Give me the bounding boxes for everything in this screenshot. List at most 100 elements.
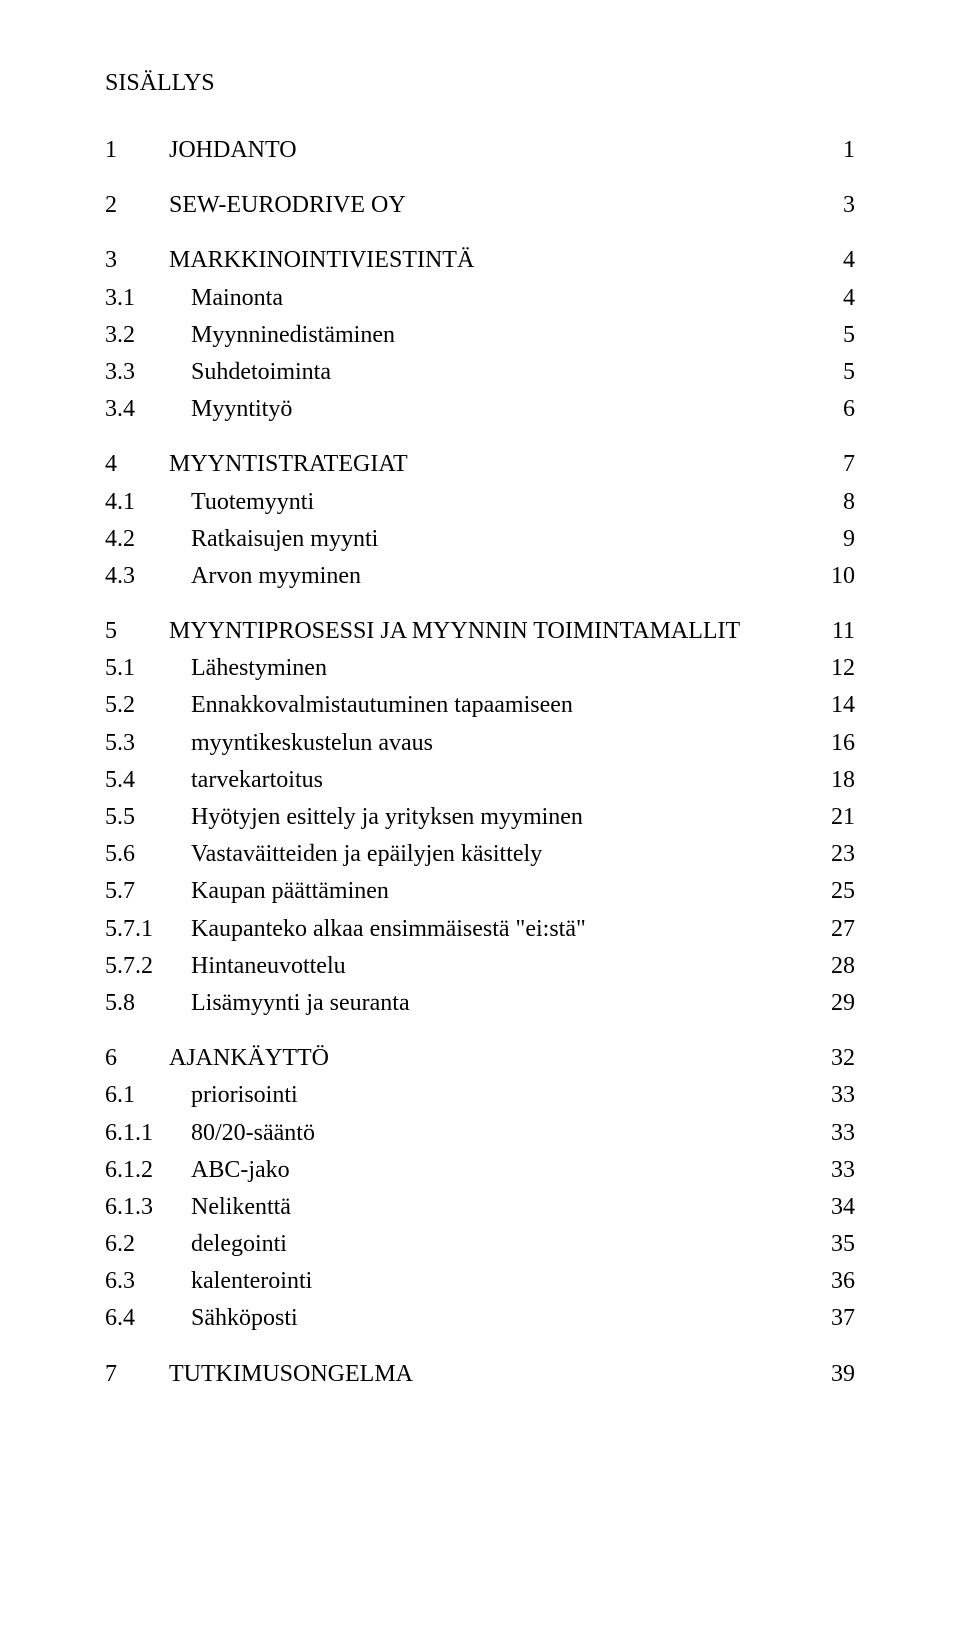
toc-entry: 5.5Hyötyjen esittely ja yrityksen myymin…: [105, 802, 855, 833]
toc-entry-number: 5.1: [105, 653, 191, 684]
toc-entry-page: 33: [815, 1118, 855, 1149]
toc-entry-label: Mainonta: [191, 283, 815, 314]
toc-entry-number: 5.7.2: [105, 951, 191, 982]
toc-entry: 3MARKKINOINTIVIESTINTÄ4: [105, 245, 855, 276]
toc-entry-number: 5.2: [105, 690, 191, 721]
toc-entry-label: Sähköposti: [191, 1303, 815, 1334]
toc-title: SISÄLLYS: [105, 70, 855, 97]
toc-entry-number: 6.2: [105, 1229, 191, 1260]
toc-entry-number: 4.3: [105, 561, 191, 592]
toc-entry-number: 6.1.1: [105, 1118, 191, 1149]
toc-entry: 5.8Lisämyynti ja seuranta29: [105, 988, 855, 1019]
toc-entry-page: 4: [815, 283, 855, 314]
toc-entry: 2SEW-EURODRIVE OY3: [105, 190, 855, 221]
toc-entry: 5.7.2Hintaneuvottelu28: [105, 951, 855, 982]
toc-entry-label: 80/20-sääntö: [191, 1118, 815, 1149]
toc-entry-label: MYYNTISTRATEGIAT: [169, 449, 815, 480]
toc-entry: 3.1Mainonta4: [105, 283, 855, 314]
toc-entry-page: 32: [815, 1043, 855, 1074]
toc-entry-label: SEW-EURODRIVE OY: [169, 190, 815, 221]
toc-entry: 6.1.180/20-sääntö33: [105, 1118, 855, 1149]
toc-entry-label: Arvon myyminen: [191, 561, 815, 592]
toc-entry-label: Ratkaisujen myynti: [191, 524, 815, 555]
toc-entry-label: Lähestyminen: [191, 653, 815, 684]
toc-entry-page: 3: [815, 190, 855, 221]
toc-entry-number: 5.8: [105, 988, 191, 1019]
toc-entry-label: Ennakkovalmistautuminen tapaamiseen: [191, 690, 815, 721]
toc-entry-number: 3.4: [105, 394, 191, 425]
toc-entry-page: 4: [815, 245, 855, 276]
toc-entry-label: Nelikenttä: [191, 1192, 815, 1223]
toc-entry-number: 6.1.2: [105, 1155, 191, 1186]
toc-entry-label: Kaupan päättäminen: [191, 876, 815, 907]
toc-entry-page: 12: [815, 653, 855, 684]
toc-entry-number: 6.1.3: [105, 1192, 191, 1223]
toc-entry-page: 9: [815, 524, 855, 555]
toc-entry: 5.3myyntikeskustelun avaus16: [105, 728, 855, 759]
toc-entry-page: 7: [815, 449, 855, 480]
toc-entry-label: ABC-jako: [191, 1155, 815, 1186]
toc-entry-page: 23: [815, 839, 855, 870]
toc-entry-page: 33: [815, 1080, 855, 1111]
toc-entry-label: TUTKIMUSONGELMA: [169, 1359, 815, 1390]
toc-entry: 6.1.3Nelikenttä34: [105, 1192, 855, 1223]
toc-entry: 6.3kalenterointi36: [105, 1266, 855, 1297]
page: SISÄLLYS 1JOHDANTO12SEW-EURODRIVE OY33MA…: [0, 0, 960, 1625]
toc-entry-number: 2: [105, 190, 169, 221]
toc-entry: 6.4Sähköposti37: [105, 1303, 855, 1334]
toc-entry-number: 3: [105, 245, 169, 276]
toc-entry: 1JOHDANTO1: [105, 135, 855, 166]
toc-entry-label: tarvekartoitus: [191, 765, 815, 796]
toc-entry-label: priorisointi: [191, 1080, 815, 1111]
toc-entry-number: 5.4: [105, 765, 191, 796]
toc-entry: 5.7Kaupan päättäminen25: [105, 876, 855, 907]
toc-entry-number: 3.2: [105, 320, 191, 351]
toc-entry: 6.1priorisointi33: [105, 1080, 855, 1111]
toc-entry: 5MYYNTIPROSESSI JA MYYNNIN TOIMINTAMALLI…: [105, 616, 855, 647]
toc-entry-label: Lisämyynti ja seuranta: [191, 988, 815, 1019]
toc-entry-page: 6: [815, 394, 855, 425]
toc-entry-number: 6: [105, 1043, 169, 1074]
toc-entry-label: kalenterointi: [191, 1266, 815, 1297]
toc-entry-label: Myyntityö: [191, 394, 815, 425]
toc-entry-label: Tuotemyynti: [191, 487, 815, 518]
toc-entry: 5.1Lähestyminen12: [105, 653, 855, 684]
toc-entry-label: Kaupanteko alkaa ensimmäisestä "ei:stä": [191, 914, 815, 945]
toc-entry-page: 1: [815, 135, 855, 166]
toc-entry-number: 6.3: [105, 1266, 191, 1297]
toc-entry-number: 1: [105, 135, 169, 166]
toc-entry: 6.1.2ABC-jako33: [105, 1155, 855, 1186]
toc-entry: 3.3Suhdetoiminta5: [105, 357, 855, 388]
toc-entry: 4.3Arvon myyminen10: [105, 561, 855, 592]
toc-entry-page: 11: [815, 616, 855, 647]
toc-entry-number: 4.1: [105, 487, 191, 518]
table-of-contents: 1JOHDANTO12SEW-EURODRIVE OY33MARKKINOINT…: [105, 135, 855, 1390]
toc-entry-page: 29: [815, 988, 855, 1019]
toc-entry-page: 18: [815, 765, 855, 796]
toc-entry-page: 10: [815, 561, 855, 592]
toc-entry: 4MYYNTISTRATEGIAT7: [105, 449, 855, 480]
toc-entry-page: 25: [815, 876, 855, 907]
toc-entry: 5.7.1Kaupanteko alkaa ensimmäisestä "ei:…: [105, 914, 855, 945]
toc-entry-number: 5.5: [105, 802, 191, 833]
toc-entry-number: 6.4: [105, 1303, 191, 1334]
toc-entry-page: 36: [815, 1266, 855, 1297]
toc-entry-label: Hyötyjen esittely ja yrityksen myyminen: [191, 802, 815, 833]
toc-entry-page: 16: [815, 728, 855, 759]
toc-entry-number: 5: [105, 616, 169, 647]
toc-entry-label: AJANKÄYTTÖ: [169, 1043, 815, 1074]
toc-entry-label: Vastaväitteiden ja epäilyjen käsittely: [191, 839, 815, 870]
toc-entry-label: MARKKINOINTIVIESTINTÄ: [169, 245, 815, 276]
toc-entry-number: 3.1: [105, 283, 191, 314]
toc-entry-page: 34: [815, 1192, 855, 1223]
toc-entry-number: 5.7: [105, 876, 191, 907]
toc-entry: 5.6Vastaväitteiden ja epäilyjen käsittel…: [105, 839, 855, 870]
toc-entry-label: delegointi: [191, 1229, 815, 1260]
toc-entry-page: 35: [815, 1229, 855, 1260]
toc-entry-page: 27: [815, 914, 855, 945]
toc-entry-number: 4: [105, 449, 169, 480]
toc-entry: 6.2delegointi35: [105, 1229, 855, 1260]
toc-entry-page: 37: [815, 1303, 855, 1334]
toc-entry-number: 5.6: [105, 839, 191, 870]
toc-entry-page: 8: [815, 487, 855, 518]
